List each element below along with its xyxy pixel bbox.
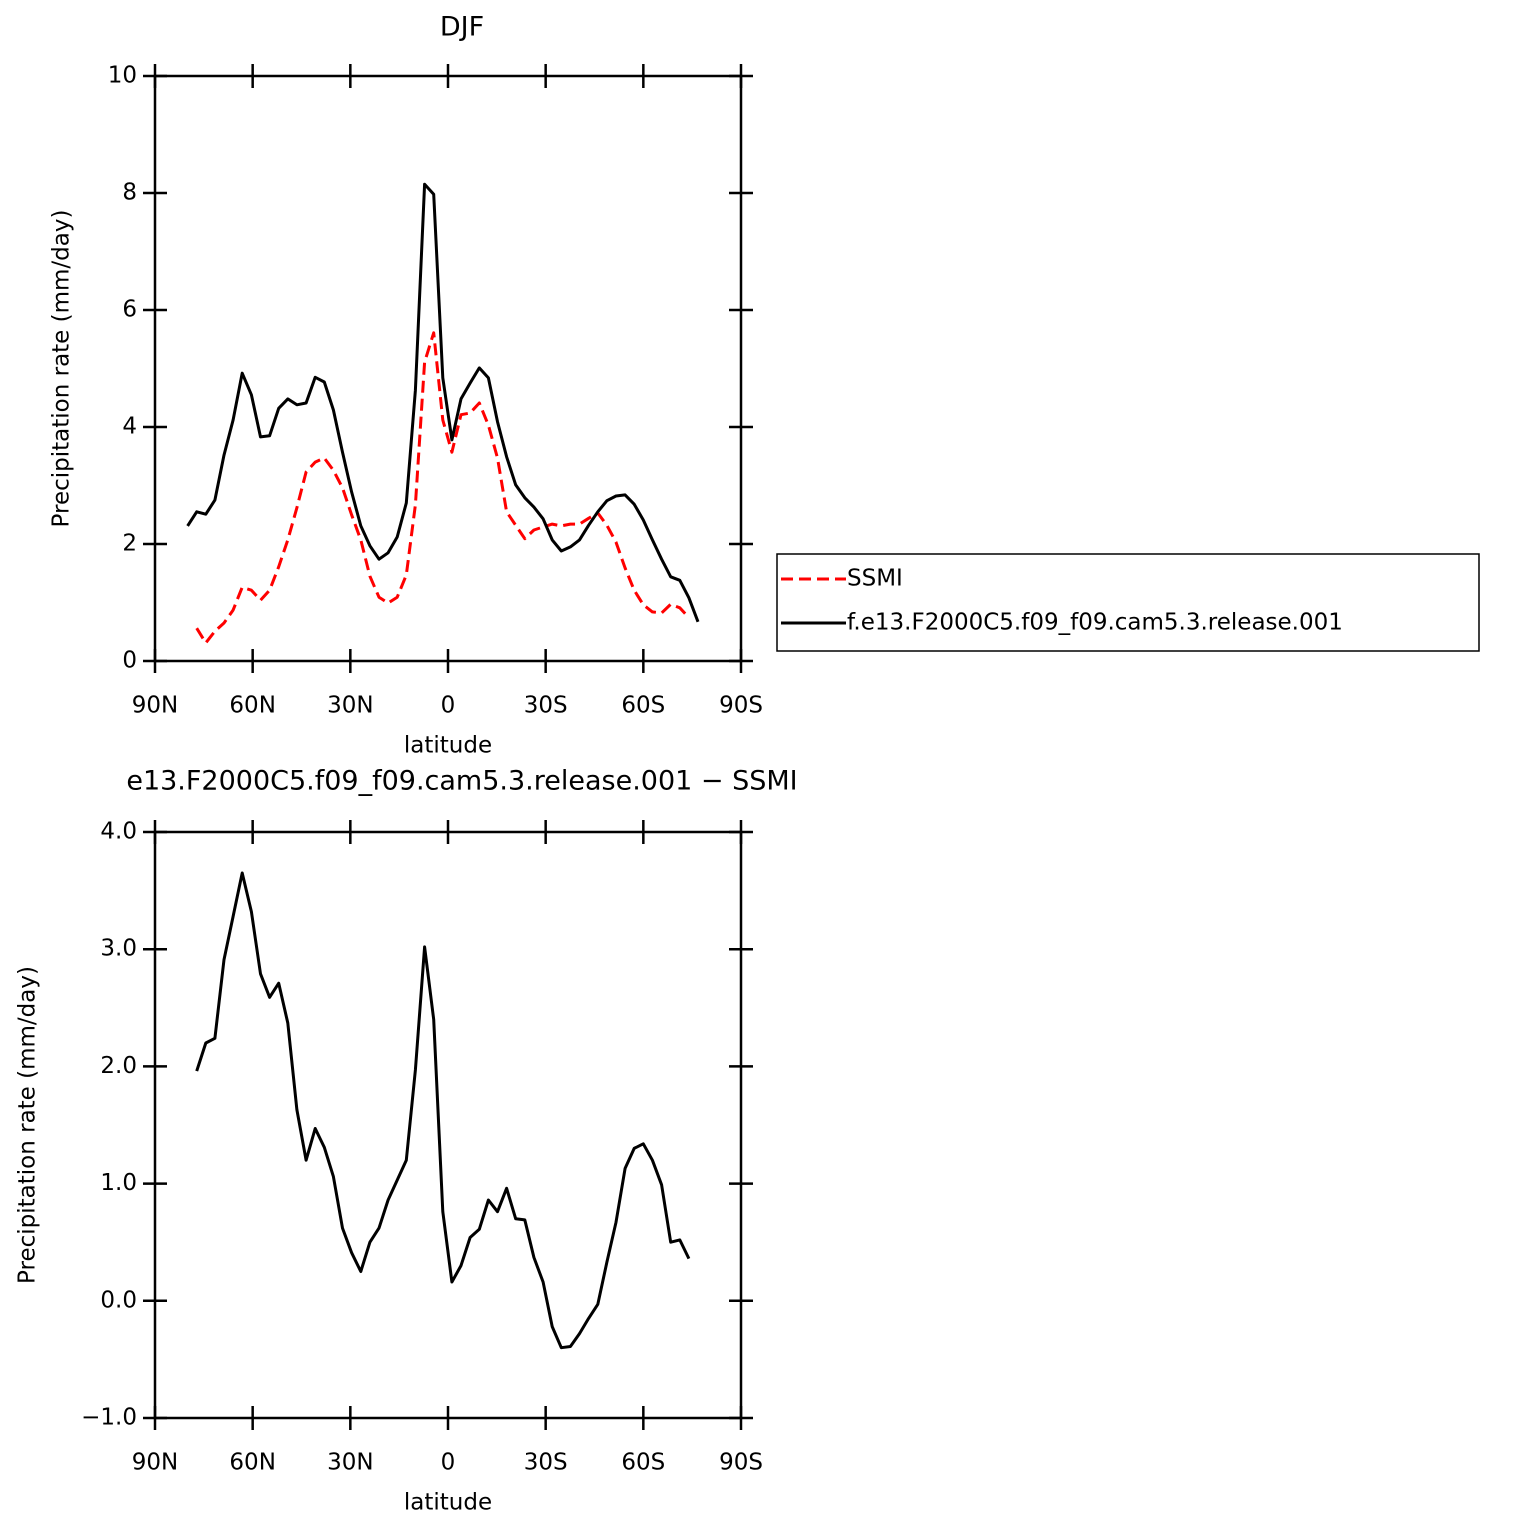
- series-line: [195, 871, 691, 1350]
- x-tick-label: 60S: [621, 693, 665, 719]
- x-tick-label: 60N: [229, 1450, 275, 1476]
- chart-title: e13.F2000C5.f09_f09.cam5.3.release.001 −…: [126, 766, 797, 797]
- x-tick-label: 90S: [719, 1450, 763, 1476]
- y-tick-label: 4.0: [100, 819, 137, 845]
- y-tick-label: 0: [122, 648, 137, 674]
- x-tick-label: 60N: [229, 693, 275, 719]
- y-axis-label: Precipitation rate (mm/day): [15, 966, 41, 1284]
- x-tick-label: 90N: [132, 693, 178, 719]
- legend-label: SSMI: [847, 566, 903, 592]
- y-tick-label: 1.0: [100, 1170, 137, 1196]
- x-tick-label: 90S: [719, 693, 763, 719]
- plot-frame: [153, 830, 743, 1420]
- y-tick-label: 3.0: [100, 936, 137, 962]
- legend-box: [776, 553, 1480, 652]
- x-axis-label: latitude: [404, 733, 492, 759]
- y-tick-label: 8: [122, 180, 137, 206]
- x-tick-label: 30S: [524, 693, 568, 719]
- y-tick-label: −1.0: [81, 1405, 137, 1431]
- x-tick-label: 30N: [327, 1450, 373, 1476]
- series-line: [195, 331, 691, 645]
- plot-frame: [153, 74, 743, 663]
- chart-title: DJF: [440, 12, 484, 43]
- y-tick-label: 0.0: [100, 1287, 137, 1313]
- y-tick-label: 4: [122, 414, 137, 440]
- x-tick-label: 30S: [524, 1450, 568, 1476]
- x-tick-label: 0: [441, 1450, 456, 1476]
- series-line: [186, 182, 700, 623]
- y-tick-label: 10: [108, 63, 137, 89]
- x-tick-label: 0: [441, 693, 456, 719]
- y-tick-label: 2.0: [100, 1053, 137, 1079]
- x-axis-label: latitude: [404, 1490, 492, 1516]
- x-tick-label: 60S: [621, 1450, 665, 1476]
- x-tick-label: 90N: [132, 1450, 178, 1476]
- y-axis-label: Precipitation rate (mm/day): [49, 210, 75, 528]
- x-tick-label: 30N: [327, 693, 373, 719]
- y-tick-label: 6: [122, 297, 137, 323]
- legend-label: f.e13.F2000C5.f09_f09.cam5.3.release.001: [847, 610, 1343, 636]
- y-tick-label: 2: [122, 531, 137, 557]
